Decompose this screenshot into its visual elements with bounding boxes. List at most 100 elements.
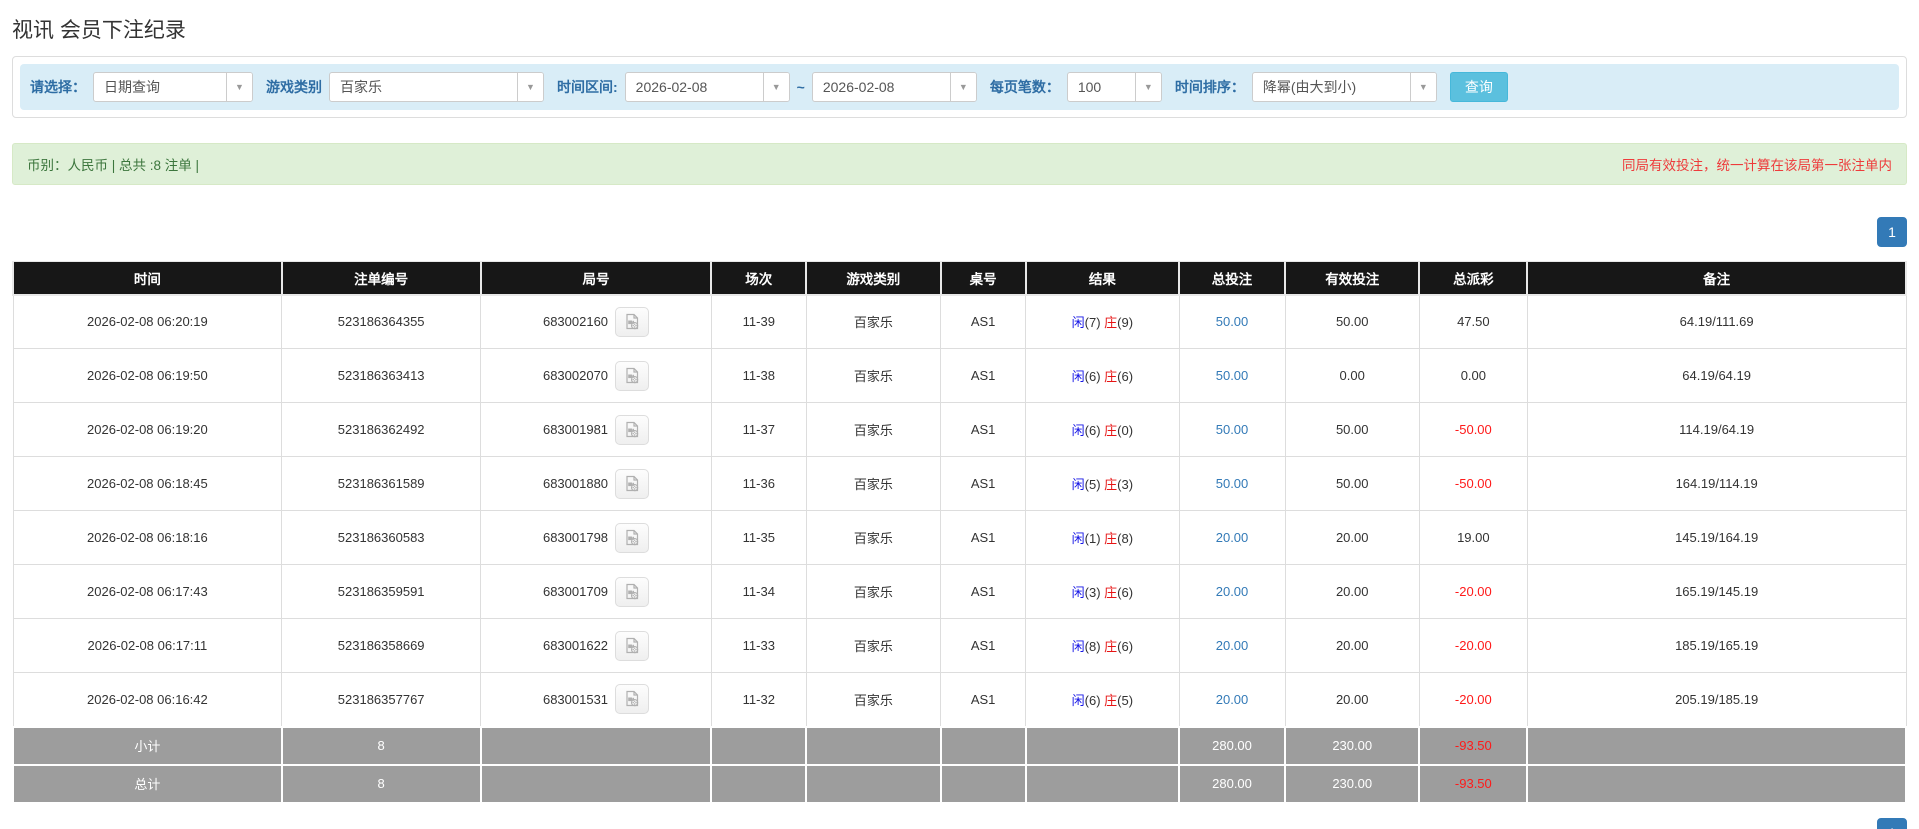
round-number: 683002160: [542, 314, 609, 330]
cell-valid-bet: 50.00: [1284, 402, 1420, 457]
cell-result: 闲(5) 庄(3): [1025, 456, 1180, 511]
cell-result: 闲(6) 庄(5): [1025, 672, 1180, 727]
search-button[interactable]: 查询: [1449, 72, 1508, 102]
query-mode-label: 请选择：: [30, 79, 86, 95]
total-bet-link[interactable]: 20.00: [1215, 584, 1249, 599]
video-replay-button[interactable]: [615, 468, 650, 499]
date-from-select[interactable]: 2026-02-08 ▼: [624, 72, 790, 102]
cell-total-bet: 50.00: [1178, 456, 1286, 511]
result-banker-label: 庄: [1104, 639, 1118, 654]
cell-bet-id: 523186363413: [281, 348, 482, 403]
game-type-label: 游戏类别: [266, 79, 322, 95]
cell-round: 683001798: [480, 510, 712, 565]
cell-total-bet: 50.00: [1178, 348, 1286, 403]
table-row: 2026-02-08 06:19:50 523186363413 6830020…: [12, 348, 1907, 403]
result-banker-score: (8): [1117, 531, 1134, 546]
page-1-button[interactable]: 1: [1877, 217, 1907, 247]
result-player-label: 闲: [1071, 585, 1085, 600]
subtotal-count: 8: [280, 725, 482, 766]
total-valid-bet: 230.00: [1284, 763, 1421, 804]
cell-session: 11-33: [710, 618, 807, 673]
result-player-score: (1): [1084, 531, 1101, 546]
video-replay-button[interactable]: [615, 360, 650, 391]
result-player-score: (8): [1084, 639, 1101, 654]
video-replay-button[interactable]: [615, 414, 650, 445]
cell-session: 11-32: [710, 672, 807, 727]
video-file-icon: [626, 583, 639, 599]
cell-time: 2026-02-08 06:17:11: [12, 618, 283, 673]
subtotal-total-bet: 280.00: [1178, 725, 1287, 766]
page-size-value: 100: [1077, 79, 1102, 95]
game-type-select[interactable]: 百家乐 ▼: [329, 72, 544, 102]
video-replay-button[interactable]: [615, 576, 650, 607]
chevron-down-icon: ▼: [949, 73, 976, 101]
subtotal-valid-bet: 230.00: [1284, 725, 1421, 766]
video-replay-button[interactable]: [615, 630, 650, 661]
cell-payout: 19.00: [1418, 510, 1528, 565]
col-header-remark: 备注: [1526, 261, 1907, 296]
col-header-bet-id: 注单编号: [280, 261, 482, 296]
cell-valid-bet: 20.00: [1284, 618, 1420, 673]
col-header-result: 结果: [1024, 261, 1181, 296]
round-number: 683001709: [542, 584, 609, 599]
cell-round: 683001531: [480, 672, 712, 727]
total-bet-link[interactable]: 50.00: [1215, 314, 1249, 330]
col-header-game-type: 游戏类别: [805, 261, 942, 296]
cell-game-type: 百家乐: [805, 456, 942, 511]
cell-bet-id: 523186364355: [281, 294, 482, 349]
table-row: 2026-02-08 06:17:11 523186358669 6830016…: [12, 618, 1907, 673]
cell-time: 2026-02-08 06:17:43: [12, 564, 283, 619]
sort-order-value: 降幂(由大到小): [1262, 79, 1357, 95]
query-mode-select[interactable]: 日期查询 ▼: [93, 72, 253, 102]
video-file-icon: [626, 637, 639, 653]
page-1-button-bottom[interactable]: 1: [1877, 818, 1907, 829]
result-player-label: 闲: [1071, 639, 1085, 654]
page-size-select[interactable]: 100 ▼: [1066, 72, 1162, 102]
cell-time: 2026-02-08 06:18:45: [12, 456, 283, 511]
cell-bet-id: 523186358669: [281, 618, 482, 673]
page-title: 视讯 会员下注纪录: [12, 19, 186, 42]
video-file-icon: [626, 529, 639, 545]
total-bet-link[interactable]: 50.00: [1215, 368, 1249, 383]
round-number: 683001622: [542, 638, 609, 653]
video-replay-button[interactable]: [615, 306, 650, 337]
chevron-down-icon: ▼: [1134, 73, 1161, 101]
cell-session: 11-36: [710, 456, 807, 511]
total-bet-link[interactable]: 50.00: [1215, 476, 1249, 491]
round-number: 683001880: [542, 476, 609, 491]
result-banker-label: 庄: [1104, 423, 1118, 438]
col-header-valid-bet: 有效投注: [1284, 261, 1421, 296]
table-row: 2026-02-08 06:19:20 523186362492 6830019…: [12, 402, 1907, 457]
chevron-down-icon: ▼: [517, 73, 543, 101]
total-bet-link[interactable]: 20.00: [1215, 638, 1249, 653]
result-player-score: (7): [1084, 315, 1101, 331]
cell-payout: 47.50: [1418, 294, 1528, 349]
cell-table: AS1: [940, 456, 1027, 511]
result-banker-label: 庄: [1104, 585, 1118, 600]
table-body: 2026-02-08 06:20:19 523186364355 6830021…: [12, 294, 1907, 727]
total-bet-link[interactable]: 20.00: [1215, 530, 1249, 545]
cell-total-bet: 20.00: [1178, 510, 1286, 565]
sort-order-select[interactable]: 降幂(由大到小) ▼: [1251, 72, 1437, 102]
video-file-icon: [626, 367, 639, 383]
video-replay-button[interactable]: [615, 684, 650, 715]
cell-valid-bet: 50.00: [1284, 294, 1420, 349]
total-bet-link[interactable]: 20.00: [1215, 691, 1249, 707]
table-row: 2026-02-08 06:17:43 523186359591 6830017…: [12, 564, 1907, 619]
cell-bet-id: 523186362492: [281, 402, 482, 457]
date-to-select[interactable]: 2026-02-08 ▼: [811, 72, 977, 102]
page-content: 视讯 会员下注纪录 请选择： 日期查询 ▼ 游戏类别 百家乐 ▼ 时间区间: 2…: [12, 19, 1907, 804]
cell-payout: -50.00: [1418, 402, 1528, 457]
subtotal-row: 小计 8 280.00 230.00 -93.50: [12, 725, 1907, 766]
col-header-round: 局号: [479, 261, 713, 296]
total-payout: -93.50: [1418, 763, 1529, 804]
result-banker-score: (0): [1117, 423, 1134, 438]
result-player-score: (6): [1084, 423, 1101, 438]
total-bet-link[interactable]: 50.00: [1215, 422, 1249, 437]
table-footer: 小计 8 280.00 230.00 -93.50 总计 8: [12, 725, 1907, 804]
video-file-icon: [626, 313, 639, 329]
bet-records-table: 时间 注单编号 局号 场次 游戏类别 桌号 结果 总投注 有效投注 总派彩 备注…: [12, 261, 1907, 804]
result-banker-label: 庄: [1104, 369, 1118, 384]
video-replay-button[interactable]: [615, 522, 650, 553]
cell-time: 2026-02-08 06:18:16: [12, 510, 283, 565]
